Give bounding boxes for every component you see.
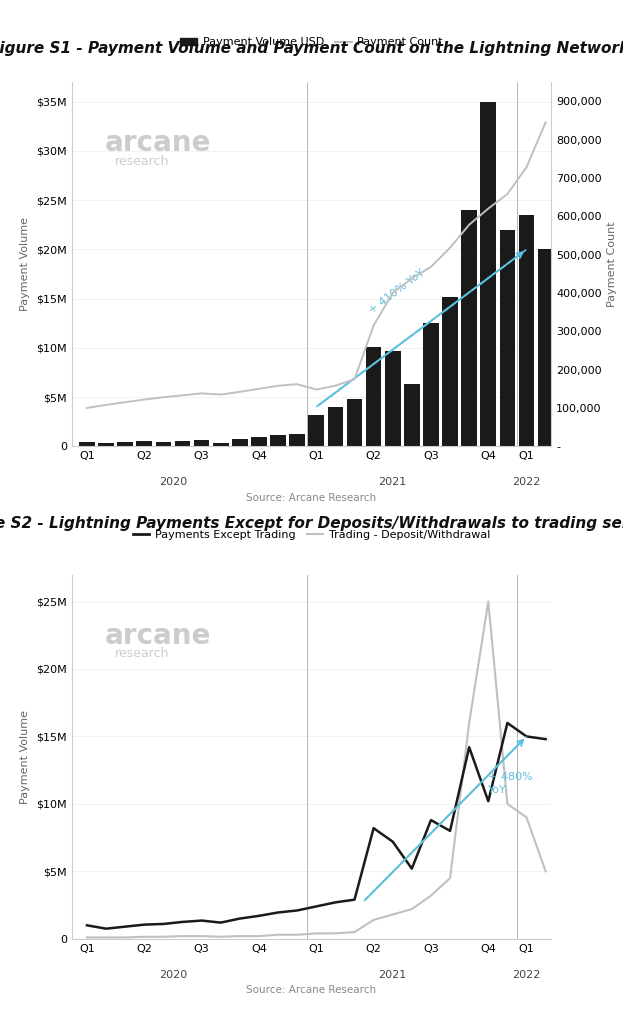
- Bar: [213, 443, 229, 446]
- Bar: [156, 442, 171, 446]
- Bar: [404, 385, 420, 446]
- Bar: [480, 102, 496, 446]
- Text: + 480%
YoY: + 480% YoY: [488, 773, 533, 795]
- Text: + 410% YoY: + 410% YoY: [367, 267, 426, 315]
- Y-axis label: Payment Volume: Payment Volume: [21, 710, 31, 803]
- Text: 2021: 2021: [379, 970, 407, 980]
- Bar: [232, 439, 248, 446]
- Bar: [519, 215, 535, 446]
- Text: arcane: arcane: [105, 622, 212, 649]
- Bar: [423, 323, 439, 446]
- Text: Figure S1 - Payment Volume and Payment Count on the Lightning Network.: Figure S1 - Payment Volume and Payment C…: [0, 41, 623, 56]
- Text: Figure S2 - Lightning Payments Except for Deposits/Withdrawals to trading servic: Figure S2 - Lightning Payments Except fo…: [0, 516, 623, 531]
- Bar: [366, 347, 381, 446]
- Text: Source: Arcane Research: Source: Arcane Research: [247, 492, 376, 503]
- Text: 2022: 2022: [512, 477, 541, 487]
- Bar: [194, 440, 209, 446]
- Text: Source: Arcane Research: Source: Arcane Research: [247, 985, 376, 995]
- Bar: [328, 407, 343, 446]
- Text: 2022: 2022: [512, 970, 541, 980]
- Text: research: research: [115, 647, 169, 661]
- Text: 2021: 2021: [379, 477, 407, 487]
- Bar: [385, 351, 401, 446]
- Bar: [462, 210, 477, 446]
- Bar: [442, 297, 458, 446]
- Bar: [538, 249, 553, 446]
- Text: arcane: arcane: [105, 129, 212, 157]
- Bar: [308, 415, 324, 446]
- Legend: Payments Except Trading, Trading - Deposit/Withdrawal: Payments Except Trading, Trading - Depos…: [128, 525, 495, 545]
- Bar: [346, 399, 363, 446]
- Bar: [251, 437, 267, 446]
- Bar: [289, 434, 305, 446]
- Text: 2020: 2020: [159, 477, 187, 487]
- Bar: [174, 441, 191, 446]
- Bar: [136, 441, 152, 446]
- Legend: Payment Volume USD, Payment Count: Payment Volume USD, Payment Count: [176, 33, 447, 52]
- Bar: [500, 230, 515, 446]
- Text: research: research: [115, 155, 169, 168]
- Y-axis label: Payment Volume: Payment Volume: [21, 218, 31, 311]
- Y-axis label: Payment Count: Payment Count: [607, 222, 617, 307]
- Text: 2020: 2020: [159, 970, 187, 980]
- Bar: [98, 443, 114, 446]
- Bar: [79, 442, 95, 446]
- Bar: [270, 435, 286, 446]
- Bar: [117, 442, 133, 446]
